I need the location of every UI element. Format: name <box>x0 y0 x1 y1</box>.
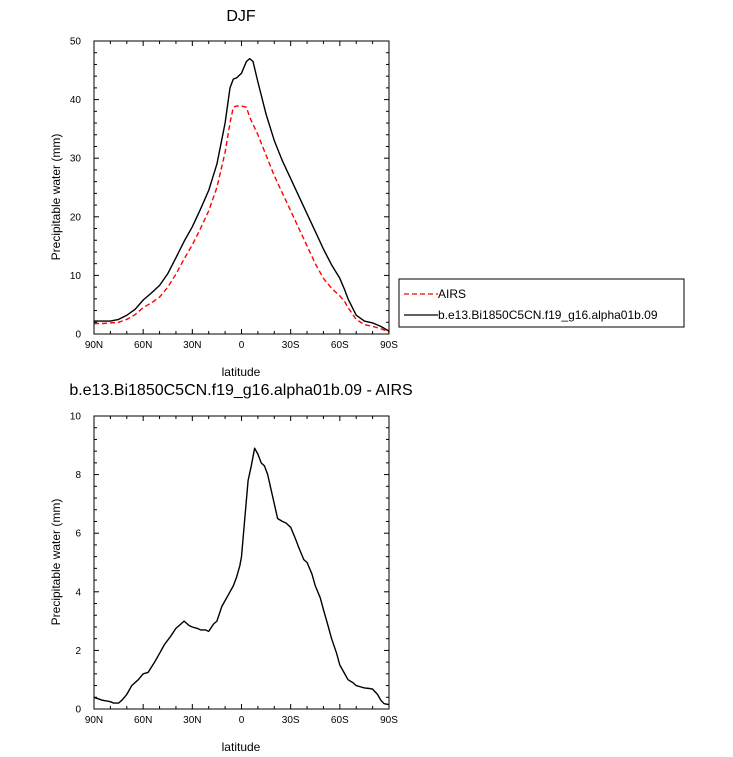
x-tick-label: 90S <box>380 715 398 726</box>
y-tick-label: 20 <box>70 212 82 223</box>
y-tick-label: 50 <box>70 37 82 48</box>
legend-box <box>398 278 685 328</box>
x-tick-label: 30N <box>183 340 201 351</box>
djf-title: DJF <box>226 8 256 25</box>
x-tick-label: 0 <box>239 715 245 726</box>
y-tick-label: 10 <box>70 271 82 282</box>
x-tick-label: 30N <box>183 715 201 726</box>
series-line-1 <box>94 57 390 332</box>
difference-plot-area: 90N 60N 30N 0 30S 60S 90S 0 2 4 6 8 10 <box>70 412 398 727</box>
y-tick-label: 6 <box>75 529 81 540</box>
series-line-0 <box>93 447 390 706</box>
legend-label-airs: AIRS <box>438 287 466 301</box>
x-tick-label: 60N <box>134 340 152 351</box>
djf-y-axis-label: Precipitable water (mm) <box>49 134 63 261</box>
difference-y-axis-label: Precipitable water (mm) <box>49 499 63 626</box>
djf-panel: DJF Precipitable water (mm) latitude 90N… <box>49 8 398 379</box>
x-tick-label: 90N <box>85 340 103 351</box>
x-tick-label: 60S <box>331 715 349 726</box>
y-tick-label: 8 <box>75 470 81 481</box>
y-tick-label: 2 <box>75 646 81 657</box>
x-tick-label: 60S <box>331 340 349 351</box>
y-tick-label: 10 <box>70 412 82 423</box>
djf-plot-area: 90N 60N 30N 0 30S 60S 90S 0 10 20 30 40 50 <box>70 37 398 352</box>
y-tick-label: 0 <box>75 705 81 716</box>
y-tick-label: 40 <box>70 95 82 106</box>
y-tick-label: 0 <box>75 330 81 341</box>
x-tick-label: 0 <box>239 340 245 351</box>
difference-panel: b.e13.Bi1850C5CN.f19_g16.alpha01b.09 - A… <box>49 382 413 754</box>
y-tick-label: 4 <box>75 587 81 598</box>
difference-x-axis-label: latitude <box>222 740 261 754</box>
x-tick-label: 90N <box>85 715 103 726</box>
x-tick-label: 30S <box>282 715 300 726</box>
legend-label-model: b.e13.Bi1850C5CN.f19_g16.alpha01b.09 <box>438 308 658 322</box>
x-tick-label: 60N <box>134 715 152 726</box>
legend: AIRS b.e13.Bi1850C5CN.f19_g16.alpha01b.0… <box>398 278 685 328</box>
djf-x-axis-label: latitude <box>222 365 261 379</box>
x-tick-label: 30S <box>282 340 300 351</box>
plot-frame <box>93 415 390 710</box>
x-tick-label: 90S <box>380 340 398 351</box>
y-tick-label: 30 <box>70 154 82 165</box>
difference-title: b.e13.Bi1850C5CN.f19_g16.alpha01b.09 - A… <box>69 382 412 399</box>
series-line-0 <box>94 105 390 333</box>
